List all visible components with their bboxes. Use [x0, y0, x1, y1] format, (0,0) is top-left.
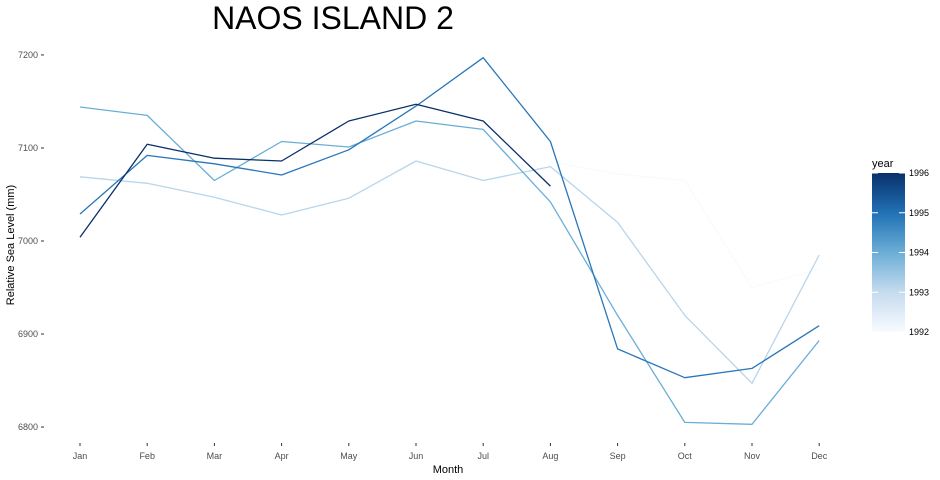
series-line-1992	[550, 161, 820, 289]
chart-title: NAOS ISLAND 2	[212, 0, 454, 36]
x-tick-label: Sep	[610, 451, 626, 461]
legend-title: year	[872, 158, 894, 170]
series-line-1996	[79, 103, 551, 238]
series-line-1995	[79, 57, 820, 379]
plot-lines	[79, 57, 820, 425]
y-axis-label: Relative Sea Level (mm)	[5, 185, 17, 305]
y-axis: 6800 6900 7000 7100 7200	[18, 50, 44, 432]
x-tick-label: May	[340, 451, 358, 461]
x-tick-label: Jun	[409, 451, 424, 461]
x-tick-label: Feb	[139, 451, 155, 461]
y-tick-label: 7000	[18, 236, 38, 246]
x-tick-label: Nov	[744, 451, 761, 461]
legend-tick-label: 1994	[909, 248, 929, 258]
x-axis: Jan Feb Mar Apr May Jun Jul Aug Sep Oct Nov Dec	[73, 443, 828, 461]
x-tick-label: Jan	[73, 451, 88, 461]
color-legend: year 1992 1993 1994 1995 1996	[872, 158, 929, 337]
series-line-1993	[79, 160, 820, 384]
x-tick-label: Oct	[678, 451, 693, 461]
y-tick-label: 6800	[18, 422, 38, 432]
x-axis-label: Month	[433, 464, 464, 476]
legend-tick-label: 1992	[909, 327, 929, 337]
x-tick-label: Aug	[542, 451, 558, 461]
series-line-1994	[79, 106, 820, 425]
legend-tick-label: 1995	[909, 208, 929, 218]
x-tick-label: Apr	[275, 451, 289, 461]
y-tick-label: 6900	[18, 329, 38, 339]
legend-tick-label: 1996	[909, 168, 929, 178]
x-tick-label: Jul	[477, 451, 489, 461]
legend-tick-label: 1993	[909, 287, 929, 297]
y-tick-label: 7100	[18, 143, 38, 153]
x-tick-label: Mar	[207, 451, 223, 461]
x-tick-label: Dec	[811, 451, 828, 461]
y-tick-label: 7200	[18, 50, 38, 60]
